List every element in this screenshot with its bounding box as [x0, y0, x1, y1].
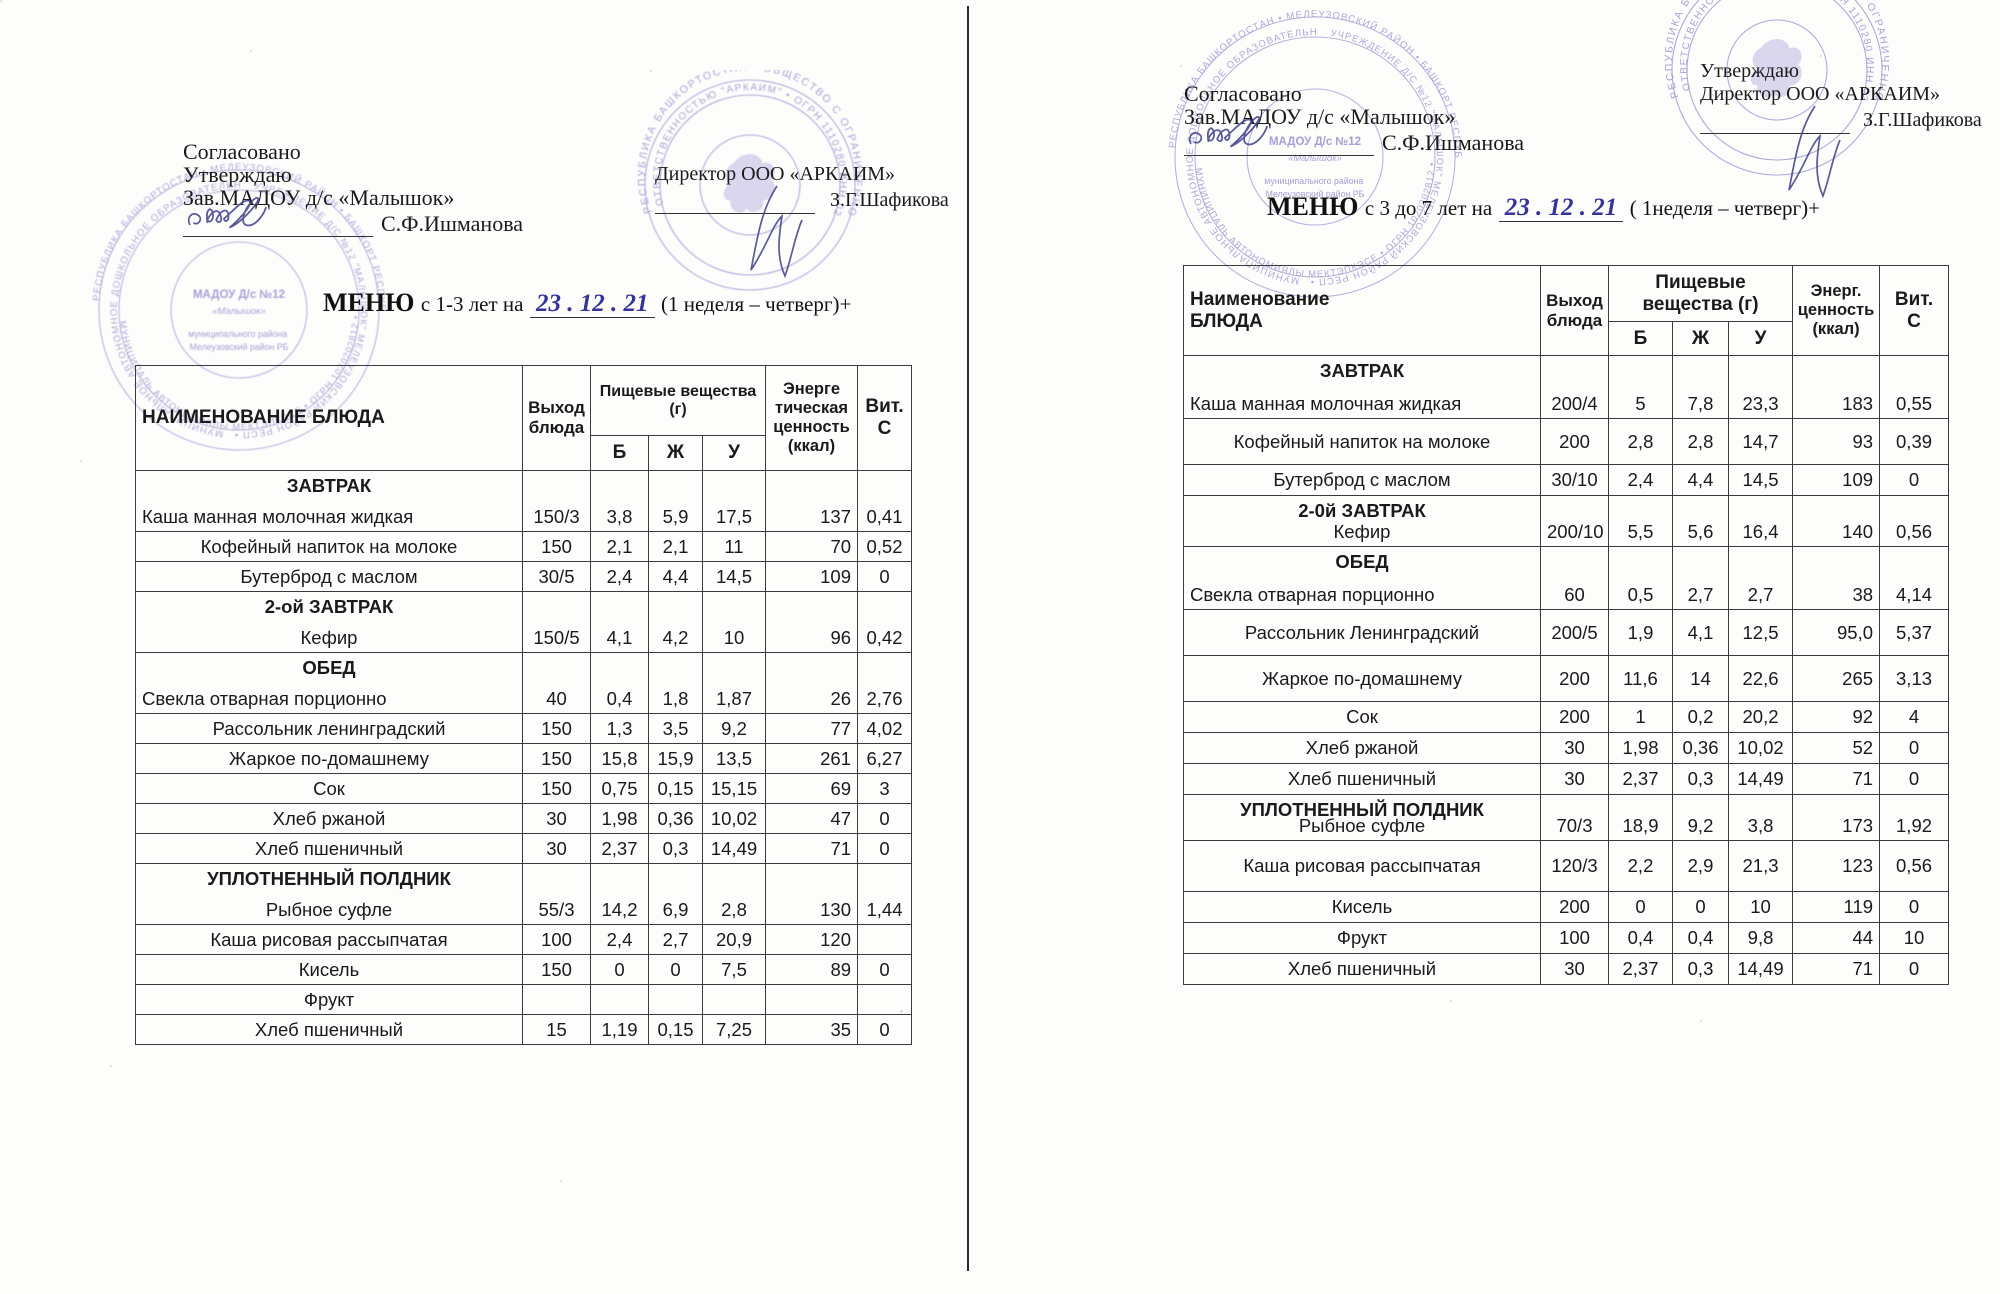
svg-text:«Малышок»: «Малышок»	[212, 306, 266, 317]
svg-text:МАДОУ Д/с №12: МАДОУ Д/с №12	[193, 289, 285, 301]
svg-text:муниципального района: муниципального района Мелеузовский район…	[188, 329, 290, 352]
